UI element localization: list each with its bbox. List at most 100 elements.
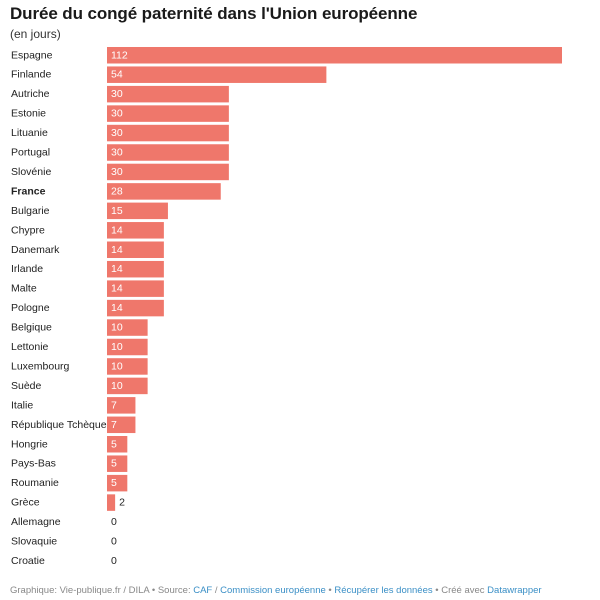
category-label: Chypre (11, 224, 45, 236)
bar (107, 397, 136, 414)
footer-credit: Graphique: Vie-publique.fr / DILA • Sour… (10, 585, 194, 596)
bar (107, 455, 128, 472)
value-label: 14 (111, 283, 123, 295)
category-label: Suède (11, 380, 42, 392)
category-label: Roumanie (11, 477, 59, 489)
bar (107, 183, 221, 200)
datawrapper-link[interactable]: Datawrapper (487, 585, 542, 596)
category-label: Lettonie (11, 341, 49, 353)
bar (107, 105, 229, 122)
bar (107, 163, 229, 181)
bar-row: Finlande 54 (11, 66, 327, 83)
bar-row: Lituanie 30 (11, 124, 229, 142)
value-label: 30 (111, 88, 123, 100)
value-label: 2 (119, 497, 125, 509)
value-label: 10 (111, 341, 123, 353)
value-label: 30 (111, 108, 123, 120)
bar (107, 202, 168, 220)
category-label: Allemagne (11, 516, 61, 528)
source-caf-link[interactable]: CAF (193, 585, 213, 596)
bar (107, 474, 128, 492)
category-label: Irlande (11, 263, 43, 275)
value-label: 14 (111, 224, 123, 236)
bar-row: Croatie 0 (11, 555, 117, 567)
value-label: 10 (111, 322, 123, 334)
category-label: Slovénie (11, 166, 51, 178)
bar (107, 222, 164, 239)
bar-row: Slovénie 30 (11, 163, 229, 181)
category-label: Hongrie (11, 438, 48, 450)
category-label: Luxembourg (11, 360, 70, 372)
bar (107, 241, 164, 258)
category-label: Pologne (11, 302, 50, 314)
category-label: Italie (11, 399, 33, 411)
bar (107, 299, 164, 317)
value-label: 0 (111, 536, 117, 548)
category-label: Autriche (11, 88, 50, 100)
bar-row: Pays-Bas 5 (11, 455, 128, 472)
chart-subtitle: (en jours) (10, 27, 61, 41)
bar-row: Belgique 10 (11, 319, 148, 336)
bar-row: Lettonie 10 (11, 338, 148, 356)
bar-row: Malte 14 (11, 280, 164, 297)
value-label: 112 (111, 49, 128, 61)
category-label: Croatie (11, 555, 45, 567)
bar-row: France 28 (11, 183, 221, 200)
bar-row: Roumanie 5 (11, 474, 128, 492)
bar-row: Danemark 14 (11, 241, 164, 258)
category-label: Estonie (11, 108, 46, 120)
bar-row: Slovaquie 0 (11, 536, 117, 548)
bar-row: République Tchèque 7 (11, 416, 136, 434)
footer-slash: / (212, 585, 221, 596)
value-label: 10 (111, 360, 123, 372)
bar-row: Bulgarie 15 (11, 202, 168, 220)
bar (107, 47, 562, 64)
bar-row: Italie 7 (11, 397, 136, 414)
value-label: 28 (111, 185, 123, 197)
value-label: 14 (111, 263, 123, 275)
bar (107, 494, 116, 511)
bar (107, 377, 148, 395)
category-label: Lituanie (11, 127, 48, 139)
category-label: France (11, 185, 46, 197)
category-label: Espagne (11, 49, 53, 61)
bar-row: Luxembourg 10 (11, 358, 148, 375)
category-label: Bulgarie (11, 205, 50, 217)
value-label: 54 (111, 69, 123, 81)
bar-row: Grèce 2 (11, 494, 125, 511)
value-label: 14 (111, 302, 123, 314)
category-label: Grèce (11, 497, 40, 509)
value-label: 30 (111, 127, 123, 139)
chart-footer: Graphique: Vie-publique.fr / DILA • Sour… (10, 585, 542, 596)
category-label: Belgique (11, 322, 52, 334)
value-label: 5 (111, 477, 117, 489)
bar (107, 416, 136, 434)
category-label: Slovaquie (11, 536, 57, 548)
bar-row: Estonie 30 (11, 105, 229, 122)
value-label: 5 (111, 438, 117, 450)
chart-title: Durée du congé paternité dans l'Union eu… (10, 4, 418, 23)
bar (107, 338, 148, 356)
value-label: 14 (111, 244, 123, 256)
bar-row: Pologne 14 (11, 299, 164, 317)
value-label: 0 (111, 555, 117, 567)
category-label: Malte (11, 283, 37, 295)
bar-row: Allemagne 0 (11, 516, 117, 528)
value-label: 10 (111, 380, 123, 392)
bar (107, 280, 164, 297)
footer-created-with: • Créé avec (432, 585, 488, 596)
category-label: République Tchèque (11, 419, 107, 431)
bar (107, 85, 229, 103)
download-data-link[interactable]: Récupérer les données (334, 585, 433, 596)
bar (107, 124, 229, 142)
source-commission-link[interactable]: Commission européenne (220, 585, 326, 596)
bar (107, 260, 164, 278)
footer-separator: • (325, 585, 335, 596)
bar (107, 144, 229, 161)
bar-row: Autriche 30 (11, 85, 229, 103)
value-label: 15 (111, 205, 123, 217)
category-label: Finlande (11, 69, 51, 81)
value-label: 7 (111, 419, 117, 431)
bar-row: Espagne 112 (11, 47, 562, 64)
